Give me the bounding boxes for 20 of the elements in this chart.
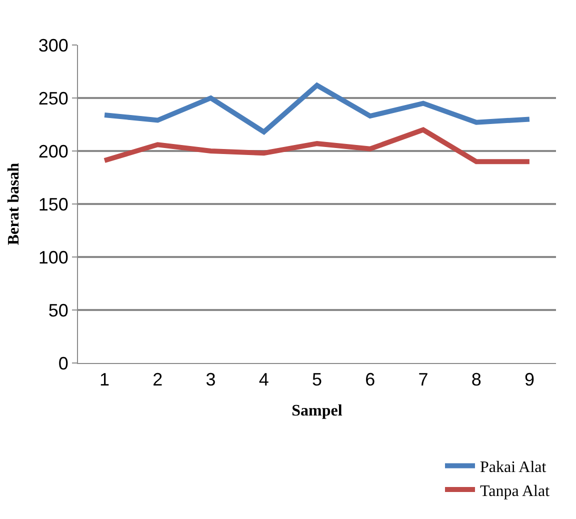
y-axis-title: Berat basah [5, 162, 22, 246]
y-tick-label: 0 [58, 353, 68, 374]
x-tick-label: 5 [312, 370, 322, 390]
x-tick-label: 6 [365, 370, 376, 390]
x-tick-label: 1 [100, 370, 110, 390]
y-tick-label: 50 [48, 300, 68, 320]
x-axis-title: Sampel [292, 402, 343, 420]
y-tick-label: 200 [38, 141, 68, 162]
x-tick-label: 3 [206, 370, 216, 390]
x-tick-label: 9 [524, 370, 534, 390]
y-tick-label: 150 [38, 194, 68, 214]
y-tick-label: 300 [38, 35, 68, 56]
y-tick-label: 250 [38, 88, 68, 108]
legend-label: Tanpa Alat [480, 482, 550, 500]
legend-label: Pakai Alat [480, 459, 547, 476]
y-tick-label: 100 [38, 247, 68, 268]
x-tick-label: 8 [471, 370, 482, 390]
x-tick-label: 7 [418, 370, 428, 390]
x-tick-label: 4 [258, 370, 269, 390]
x-tick-label: 2 [152, 370, 163, 390]
